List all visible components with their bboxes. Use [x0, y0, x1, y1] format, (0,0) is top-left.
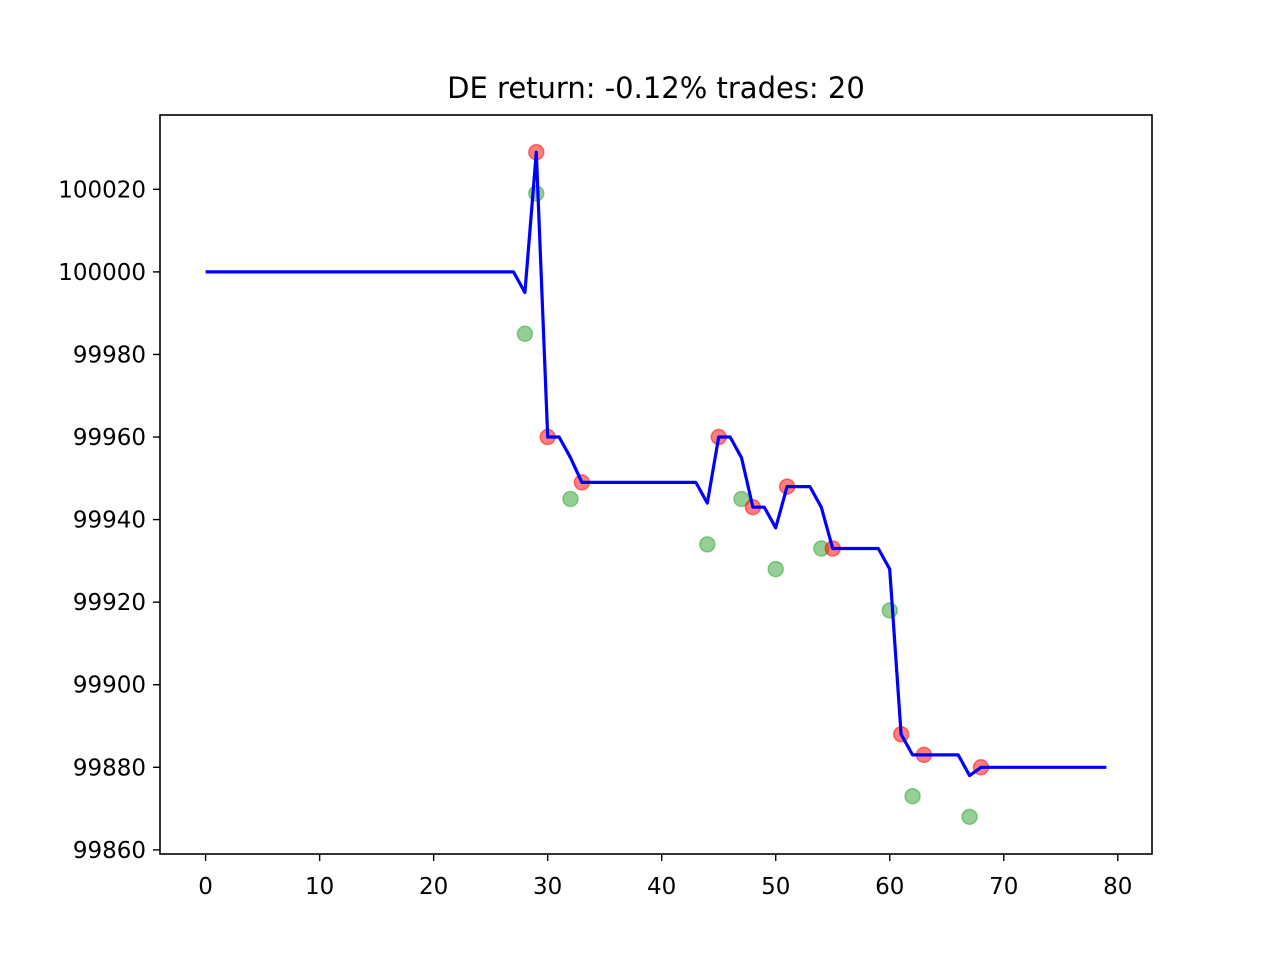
- buy-marker: [904, 787, 921, 805]
- x-tick-label: 10: [305, 874, 334, 900]
- equity-line: [205, 150, 1107, 778]
- y-axis: 99860 99880 99900 99920 99940 99960 99980 10000…: [58, 177, 160, 864]
- y-tick-label: 99920: [73, 590, 146, 616]
- x-tick-label: 60: [875, 874, 904, 900]
- y-tick-label: 99880: [73, 755, 146, 781]
- x-tick-label: 80: [1103, 874, 1132, 900]
- y-tick-label: 99960: [73, 425, 146, 451]
- plot-frame: [159, 114, 1153, 855]
- y-tick-label: 99980: [73, 342, 146, 368]
- x-tick-label: 50: [761, 874, 790, 900]
- buy-marker: [733, 490, 750, 508]
- x-tick-label: 0: [198, 874, 213, 900]
- buy-marker: [881, 602, 898, 619]
- y-tick-label: 100020: [58, 177, 146, 203]
- x-tick-label: 40: [647, 874, 676, 900]
- x-tick-label: 20: [419, 874, 448, 900]
- x-tick-label: 30: [533, 874, 562, 900]
- y-tick-label: 99900: [73, 673, 146, 699]
- buy-marker: [767, 560, 784, 578]
- chart-title: DE return: -0.12% trades: 20: [447, 71, 865, 105]
- y-tick-label: 99860: [73, 838, 146, 864]
- buy-marker: [699, 536, 716, 553]
- x-axis: 0 10 20 30 40 50 60 70 80: [198, 854, 1132, 900]
- y-tick-label: 99940: [73, 508, 146, 534]
- y-tick-label: 100000: [58, 260, 146, 286]
- x-tick-label: 70: [989, 874, 1018, 900]
- buy-marker: [516, 325, 534, 343]
- buy-marker: [961, 808, 978, 826]
- buy-marker: [562, 490, 579, 508]
